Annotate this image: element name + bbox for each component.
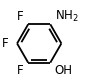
Text: F: F [17, 10, 24, 23]
Text: OH: OH [55, 64, 73, 77]
Text: NH$_2$: NH$_2$ [55, 9, 79, 24]
Text: F: F [17, 64, 24, 77]
Text: F: F [1, 37, 8, 50]
